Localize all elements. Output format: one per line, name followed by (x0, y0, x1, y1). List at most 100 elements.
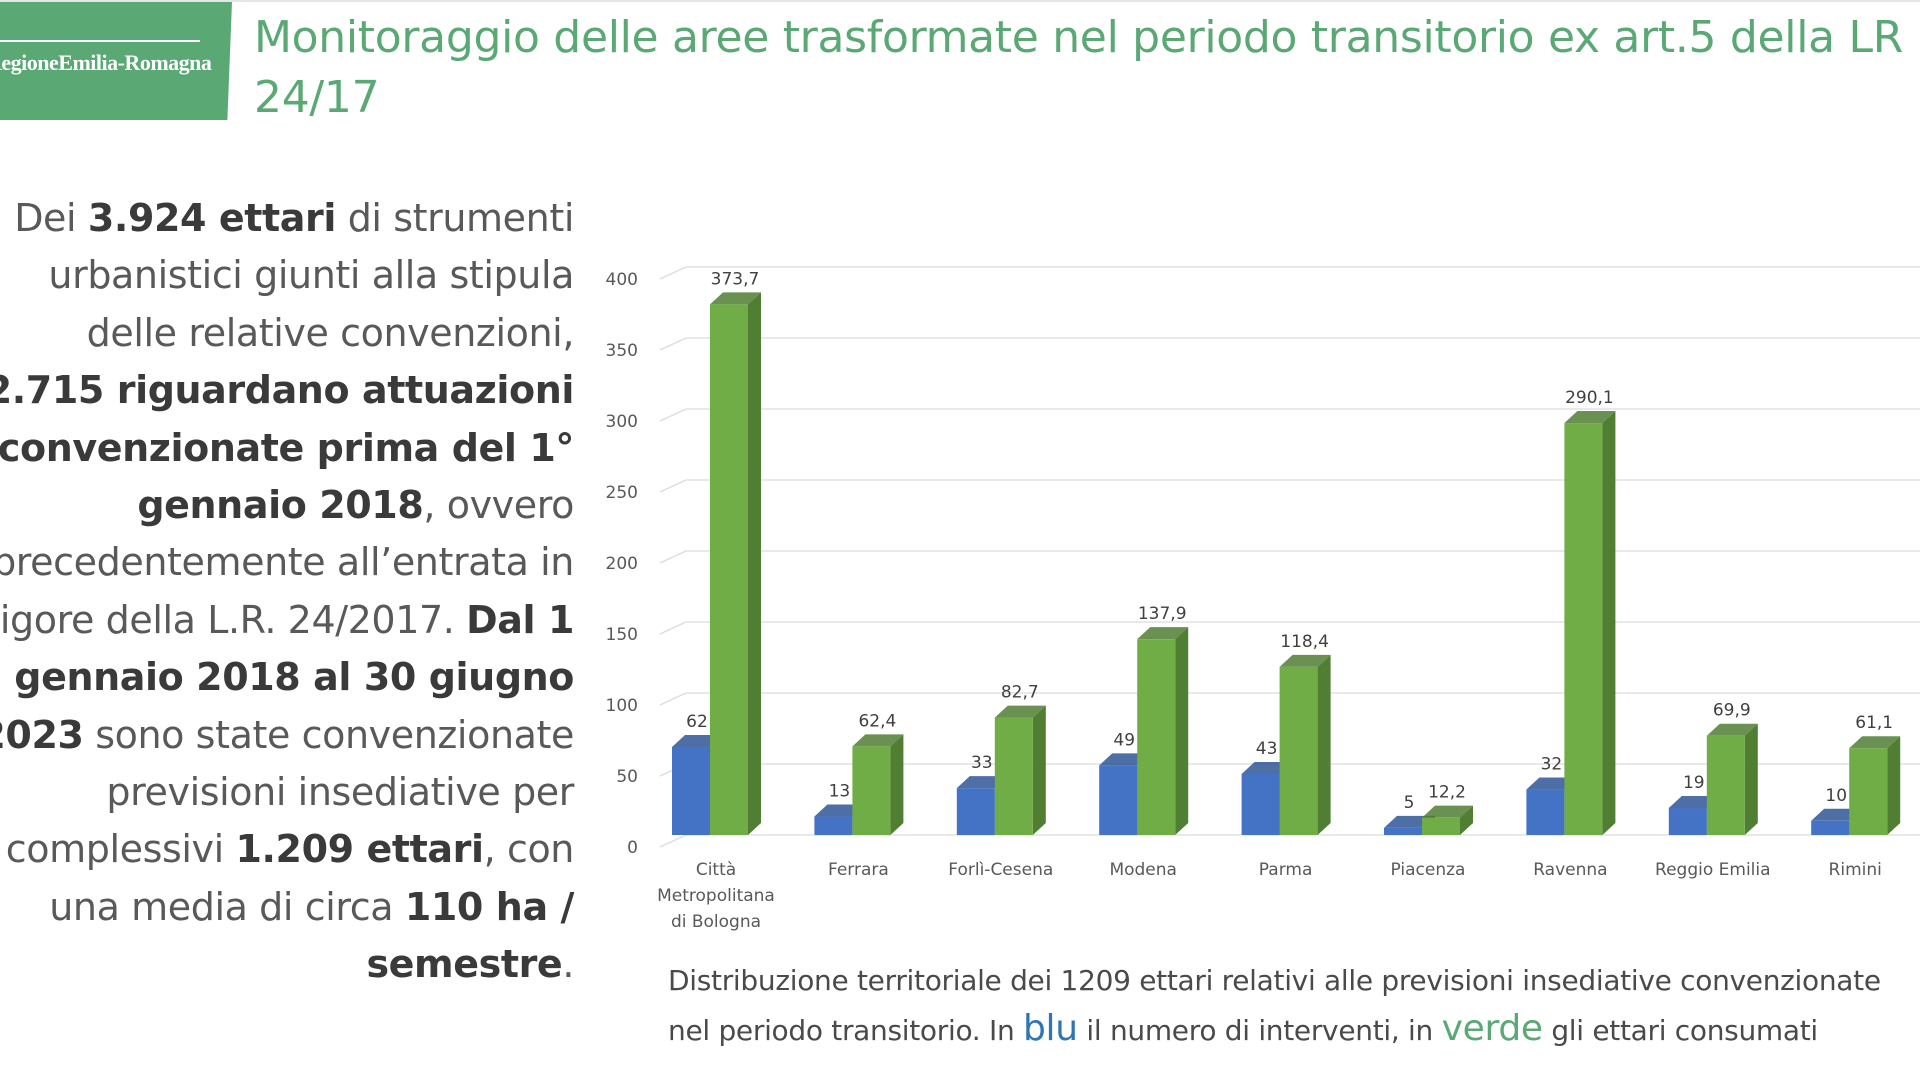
bar-ettari (1137, 639, 1176, 835)
data-label: 118,4 (1280, 632, 1329, 652)
data-label: 10 (1825, 786, 1847, 806)
x-tick-label: Metropolitana (657, 886, 775, 906)
bar-interventi (1811, 820, 1850, 835)
summary-text: . (562, 942, 574, 987)
bar-interventi (1384, 827, 1422, 835)
x-tick-label: Rimini (1829, 860, 1882, 880)
bar-ettari (710, 304, 748, 835)
x-tick-label: Ravenna (1533, 860, 1607, 880)
gridline-diagonal (659, 408, 687, 422)
summary-text: , con una media di circa (49, 827, 574, 929)
bar-side-green (890, 734, 904, 835)
bar-side-green (1887, 736, 1901, 835)
data-label: 373,7 (711, 269, 760, 289)
summary-text: Dei (14, 196, 88, 240)
data-label: 33 (971, 753, 993, 773)
y-tick-label: 300 (606, 412, 638, 432)
summary-text: sono state convenzionate previsioni inse… (5, 712, 575, 872)
bar-top-green (1279, 654, 1331, 667)
x-tick-label: Reggio Emilia (1655, 860, 1771, 880)
summary-bold: Dal 1 gennaio 2018 al 30 giugno 2023 (0, 597, 574, 757)
data-label: 290,1 (1565, 388, 1614, 408)
data-label: 5 (1404, 793, 1415, 813)
gridline-diagonal (659, 692, 687, 706)
bar-ettari (1422, 817, 1460, 835)
caption-text: gli ettari consumati (1542, 1014, 1818, 1047)
bar-side-green (1032, 705, 1046, 835)
bar-top-green (1137, 627, 1189, 640)
page-title: Monitoraggio delle aree trasformate nel … (254, 12, 1903, 123)
bar-chart: 0 50 100 150 200 250 300 350 400 62 373,7 Città Metr… (606, 266, 1920, 932)
bar-interventi (1526, 789, 1565, 835)
bar-interventi (814, 816, 853, 835)
bar-ettari (994, 717, 1033, 835)
logo-rule (0, 40, 200, 42)
summary-paragraph: Dei 3.924 ettari di strumenti urbanistic… (0, 190, 574, 994)
data-label: 62,4 (858, 711, 896, 731)
y-tick-label: 100 (606, 696, 638, 716)
y-tick-label: 0 (627, 838, 638, 858)
gridline-diagonal (659, 337, 687, 351)
data-label: 137,9 (1138, 604, 1187, 624)
bar-side-green (1460, 805, 1473, 835)
bar-top-green (994, 705, 1046, 718)
gridline-diagonal (659, 621, 687, 635)
data-label: 19 (1683, 773, 1705, 793)
bar-side-green (1602, 411, 1616, 835)
x-tick-label: di Bologna (671, 912, 761, 932)
summary-bold: 3.924 ettari (87, 196, 337, 240)
x-tick-label: Forlì-Cesena (948, 860, 1053, 880)
bar-ettari (1279, 666, 1318, 835)
x-tick-label: Modena (1109, 860, 1177, 880)
caption-blue-word: blu (1023, 1008, 1078, 1049)
y-tick-label: 400 (606, 270, 638, 290)
y-tick-label: 250 (606, 483, 638, 503)
logo-text: RegioneEmilia-Romagna (0, 50, 212, 75)
summary-bold: 110 ha / semestre (366, 884, 574, 987)
bar-top-green (1422, 805, 1473, 818)
caption-text: Distribuzione territoriale dei 1209 etta… (668, 964, 1881, 1047)
data-label: 12,2 (1428, 783, 1466, 803)
data-label: 43 (1256, 739, 1278, 759)
bar-side-green (1744, 723, 1758, 835)
bar-top-green (1849, 736, 1901, 749)
y-tick-label: 150 (606, 625, 638, 645)
bar-ettari (1849, 748, 1888, 835)
data-label: 82,7 (1001, 683, 1039, 703)
bar-ettari (1706, 735, 1745, 835)
gridline-diagonal (659, 266, 687, 280)
bar-top-green (1706, 723, 1758, 736)
bar-top-green (852, 734, 904, 747)
data-label: 62 (686, 712, 708, 732)
summary-bold: 2.715 riguardano attuazioni convenzionat… (0, 368, 574, 528)
summary-text: di strumenti urbanistici giunti alla sti… (48, 196, 574, 355)
bar-side-green (1317, 654, 1331, 835)
data-label: 13 (829, 782, 851, 802)
x-tick-label: Parma (1259, 860, 1313, 880)
bar-side-green (748, 292, 761, 835)
data-label: 69,9 (1713, 701, 1751, 721)
y-tick-label: 50 (616, 767, 638, 787)
bar-interventi (1099, 765, 1138, 835)
caption-text: il numero di interventi, in (1077, 1014, 1442, 1047)
bar-side-green (1175, 627, 1189, 835)
chart-caption: Distribuzione territoriale dei 1209 etta… (668, 957, 1918, 1055)
bar-top-green (1564, 411, 1616, 424)
bar-interventi (672, 746, 710, 835)
bar-interventi (1668, 808, 1707, 835)
bar-interventi (1241, 773, 1280, 835)
data-label: 61,1 (1855, 713, 1893, 733)
x-tick-label: Città (696, 860, 736, 880)
bar-ettari (1564, 423, 1603, 835)
data-label: 49 (1113, 730, 1135, 750)
y-tick-label: 350 (606, 341, 638, 361)
caption-green-word: verde (1441, 1008, 1543, 1049)
data-label: 32 (1541, 755, 1563, 775)
top-divider (0, 0, 1920, 2)
summary-text: , ovvero precedentemente all’entrata in … (0, 483, 574, 642)
x-tick-label: Ferrara (828, 860, 889, 880)
summary-bold: 1.209 ettari (235, 827, 484, 872)
gridline-diagonal (659, 479, 687, 493)
gridline-diagonal (659, 550, 687, 564)
bar-ettari (852, 746, 891, 835)
